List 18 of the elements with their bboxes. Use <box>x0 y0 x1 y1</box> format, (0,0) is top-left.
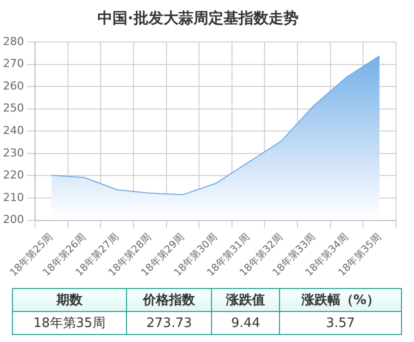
text: 9.44 <box>212 312 280 334</box>
y-tick-label: 210 <box>2 190 24 204</box>
text: 273.73 <box>126 312 212 334</box>
y-tick-label: 260 <box>2 79 24 92</box>
y-tick-label: 200 <box>2 213 24 226</box>
text: 3.57 <box>279 312 402 334</box>
y-tick-label: 240 <box>2 124 24 138</box>
y-tick-label: 230 <box>2 146 24 160</box>
text: 涨跌幅（%） <box>279 288 402 312</box>
text: 18年第35周 <box>12 312 126 334</box>
y-tick-label: 270 <box>2 57 24 70</box>
y-tick-label: 220 <box>2 168 24 182</box>
text: 涨跌值 <box>212 288 280 312</box>
text: 期数 <box>12 288 126 312</box>
y-tick-label: 280 <box>2 34 24 48</box>
y-tick-label: 250 <box>2 102 24 115</box>
text: 价格指数 <box>126 288 212 312</box>
chart-title: 中国·批发大蒜周定基指数走势 <box>98 8 298 27</box>
